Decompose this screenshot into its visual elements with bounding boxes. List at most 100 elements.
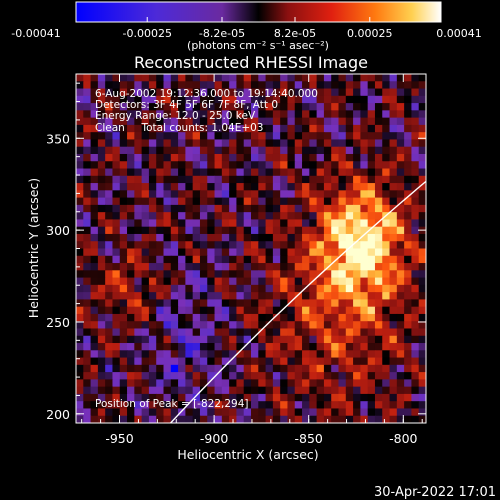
heatmap-cell bbox=[170, 197, 179, 206]
heatmap-cell bbox=[170, 168, 179, 177]
heatmap-cell bbox=[90, 175, 99, 184]
heatmap-cell bbox=[258, 255, 267, 264]
heatmap-cell bbox=[185, 415, 194, 423]
heatmap-cell bbox=[396, 88, 405, 97]
heatmap-cell bbox=[294, 379, 303, 388]
heatmap-cell bbox=[382, 284, 391, 293]
heatmap-cell bbox=[178, 88, 186, 97]
heatmap-cell bbox=[90, 248, 99, 257]
heatmap-cell bbox=[229, 81, 238, 90]
heatmap-cell bbox=[338, 270, 347, 279]
peak-position-label: Position of Peak = [-822,294] bbox=[95, 398, 249, 410]
heatmap-cell bbox=[360, 110, 369, 119]
heatmap-cell bbox=[229, 103, 238, 111]
heatmap-cell bbox=[134, 350, 143, 359]
heatmap-cell bbox=[97, 277, 106, 286]
heatmap-cell bbox=[199, 124, 208, 133]
heatmap-cell bbox=[83, 168, 92, 177]
heatmap-cell bbox=[338, 372, 347, 380]
heatmap-cell bbox=[170, 292, 179, 300]
heatmap-cell bbox=[345, 299, 354, 308]
heatmap-cell bbox=[83, 415, 92, 423]
heatmap-cell bbox=[411, 292, 420, 300]
heatmap-cell bbox=[418, 197, 426, 206]
heatmap-cell bbox=[97, 386, 106, 395]
heatmap-cell bbox=[112, 226, 121, 235]
heatmap-cell bbox=[170, 350, 179, 359]
heatmap-cell bbox=[302, 255, 310, 264]
heatmap-cell bbox=[192, 313, 201, 322]
heatmap-cell bbox=[156, 74, 165, 82]
heatmap-cell bbox=[331, 103, 340, 111]
heatmap-cell bbox=[389, 161, 398, 170]
heatmap-cell bbox=[148, 306, 157, 315]
heatmap-cell bbox=[418, 292, 426, 300]
heatmap-cell bbox=[97, 299, 106, 308]
heatmap-cell bbox=[163, 255, 172, 264]
heatmap-cell bbox=[236, 197, 245, 206]
heatmap-cell bbox=[134, 335, 143, 344]
heatmap-cell bbox=[163, 226, 172, 235]
heatmap-cell bbox=[192, 379, 201, 388]
heatmap-cell bbox=[302, 233, 310, 242]
heatmap-cell bbox=[170, 81, 179, 90]
heatmap-cell bbox=[105, 74, 114, 82]
heatmap-cell bbox=[83, 95, 92, 104]
heatmap-cell bbox=[382, 197, 391, 206]
heatmap-cell bbox=[156, 226, 165, 235]
heatmap-cell bbox=[163, 270, 172, 279]
heatmap-cell bbox=[199, 386, 208, 395]
heatmap-cell bbox=[316, 132, 325, 141]
heatmap-cell bbox=[411, 241, 420, 250]
heatmap-cell bbox=[411, 393, 420, 402]
heatmap-cell bbox=[163, 161, 172, 170]
heatmap-cell bbox=[302, 74, 310, 82]
heatmap-cell bbox=[309, 401, 318, 410]
heatmap-cell bbox=[396, 74, 405, 82]
heatmap-cell bbox=[192, 306, 201, 315]
heatmap-cell bbox=[287, 204, 296, 213]
heatmap-cell bbox=[280, 132, 289, 141]
heatmap-cell bbox=[418, 124, 426, 133]
heatmap-cell bbox=[119, 110, 128, 119]
heatmap-cell bbox=[83, 408, 92, 417]
heatmap-cell bbox=[105, 277, 114, 286]
heatmap-cell bbox=[192, 81, 201, 90]
heatmap-cell bbox=[280, 248, 289, 257]
heatmap-cell bbox=[178, 357, 186, 366]
heatmap-cell bbox=[302, 183, 310, 191]
heatmap-cell bbox=[236, 263, 245, 271]
heatmap-cell bbox=[323, 393, 332, 402]
heatmap-cell bbox=[338, 277, 347, 286]
heatmap-cell bbox=[76, 328, 84, 337]
heatmap-cell bbox=[243, 139, 252, 148]
heatmap-cell bbox=[105, 248, 114, 257]
heatmap-cell bbox=[309, 103, 318, 111]
heatmap-cell bbox=[258, 343, 267, 351]
heatmap-cell bbox=[338, 241, 347, 250]
heatmap-cell bbox=[389, 415, 398, 423]
heatmap-cell bbox=[309, 168, 318, 177]
heatmap-cell bbox=[294, 415, 303, 423]
heatmap-cell bbox=[83, 175, 92, 184]
heatmap-cell bbox=[163, 284, 172, 293]
heatmap-cell bbox=[83, 255, 92, 264]
heatmap-cell bbox=[396, 306, 405, 315]
heatmap-cell bbox=[331, 81, 340, 90]
heatmap-cell bbox=[374, 110, 383, 119]
heatmap-cell bbox=[185, 81, 194, 90]
heatmap-cell bbox=[148, 343, 157, 351]
heatmap-cell bbox=[156, 313, 165, 322]
heatmap-cell bbox=[360, 226, 369, 235]
heatmap-cell bbox=[214, 117, 223, 126]
heatmap-cell bbox=[243, 263, 252, 271]
heatmap-cell bbox=[258, 299, 267, 308]
heatmap-cell bbox=[243, 379, 252, 388]
heatmap-cell bbox=[360, 321, 369, 330]
heatmap-cell bbox=[353, 175, 361, 184]
heatmap-cell bbox=[331, 263, 340, 271]
heatmap-cell bbox=[360, 233, 369, 242]
heatmap-cell bbox=[163, 183, 172, 191]
heatmap-cell bbox=[251, 393, 259, 402]
heatmap-cell bbox=[353, 284, 361, 293]
